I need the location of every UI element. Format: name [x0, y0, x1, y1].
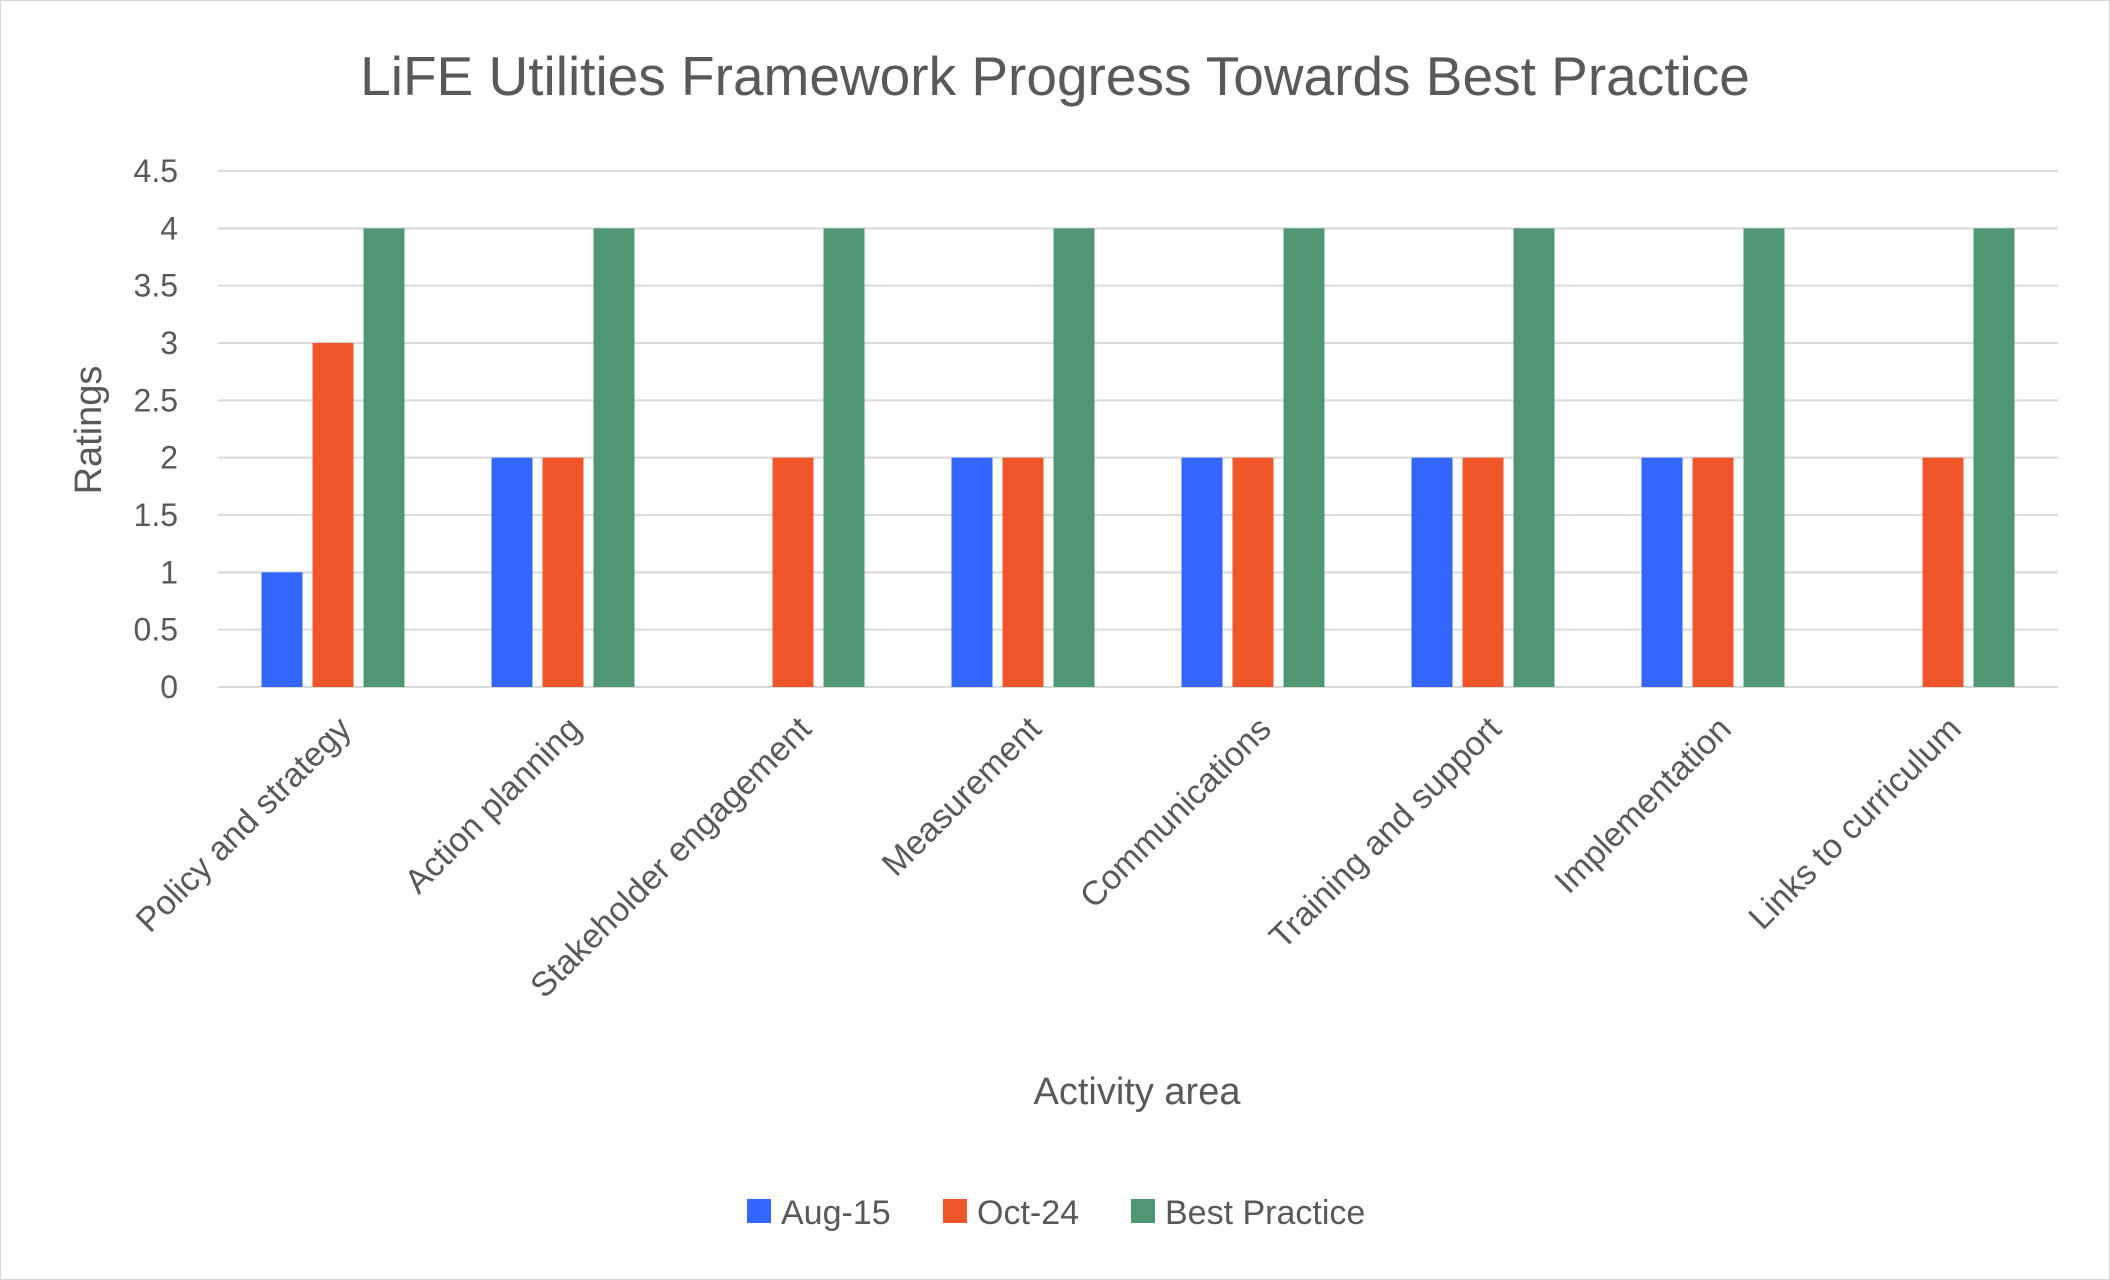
bar: [491, 457, 533, 687]
bar: [1513, 228, 1555, 688]
y-axis-ticks: 0 0.5 1 1.5 2 2.5 3 3.5 4 4.5: [134, 153, 178, 705]
y-tick-label: 4: [160, 210, 178, 246]
bar: [1462, 457, 1504, 687]
bar: [363, 228, 405, 688]
y-tick-label: 2.5: [134, 382, 178, 418]
x-axis-categories: Policy and strategy Action planningStakeh…: [129, 709, 1969, 1005]
legend-swatch: [1131, 1199, 1155, 1223]
x-category-label: Links to curriculum: [1741, 710, 1968, 937]
x-axis-title: Activity area: [1034, 1071, 1242, 1113]
bar: [1411, 457, 1453, 687]
x-category-label: Training and support: [1262, 709, 1509, 956]
y-tick-label: 0.5: [134, 612, 178, 648]
legend-label: Best Practice: [1165, 1194, 1365, 1232]
bar: [951, 457, 993, 687]
x-category-label: Measurement: [875, 709, 1049, 883]
x-category-label: Implementation: [1547, 710, 1738, 901]
y-tick-label: 1.5: [134, 497, 178, 533]
y-tick-label: 1: [160, 554, 178, 590]
bar: [1002, 457, 1044, 687]
y-tick-label: 3: [160, 325, 178, 361]
bars: [261, 228, 2015, 688]
chart-title: LiFE Utilities Framework Progress Toward…: [360, 45, 1750, 107]
bar: [1283, 228, 1325, 688]
bar: [1641, 457, 1683, 687]
bar: [312, 343, 354, 687]
legend-swatch: [747, 1199, 771, 1223]
legend: Aug-15 Oct-24 Best Practice: [747, 1194, 1365, 1232]
bar: [593, 228, 635, 688]
bar: [1232, 457, 1274, 687]
bar: [261, 572, 303, 687]
y-tick-label: 4.5: [134, 153, 178, 189]
y-axis-title: Ratings: [68, 366, 110, 495]
legend-label: Oct-24: [977, 1194, 1079, 1232]
bar: [1922, 457, 1964, 687]
bar: [1181, 457, 1223, 687]
x-category-label: Action planning: [397, 710, 588, 901]
y-tick-label: 3.5: [134, 268, 178, 304]
bar: [1692, 457, 1734, 687]
bar: [1053, 228, 1095, 688]
y-tick-label: 0: [160, 669, 178, 705]
bar: [772, 457, 814, 687]
x-category-label: Policy and strategy: [129, 710, 359, 940]
legend-label: Aug-15: [781, 1194, 891, 1232]
legend-swatch: [943, 1199, 967, 1223]
bar: [1743, 228, 1785, 688]
bar: [823, 228, 865, 688]
y-tick-label: 2: [160, 440, 178, 476]
bar: [542, 457, 584, 687]
bar: [1973, 228, 2015, 688]
x-category-label: Communications: [1073, 710, 1279, 916]
